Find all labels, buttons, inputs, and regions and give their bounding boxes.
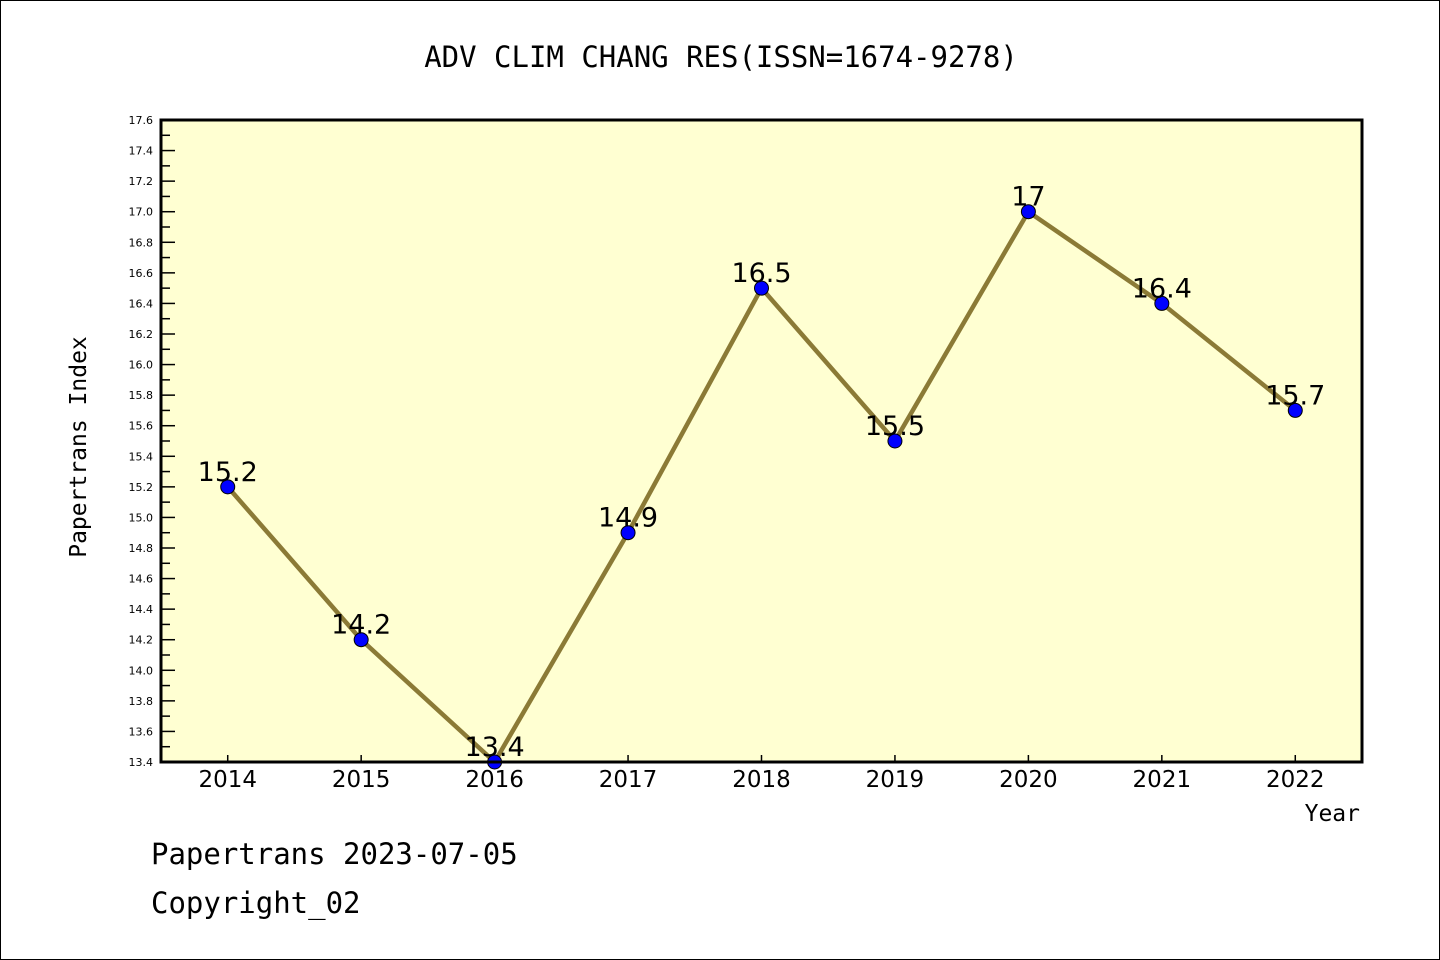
data-point — [1287, 402, 1303, 418]
data-point — [754, 280, 769, 296]
y-tick-label: 14.0 — [129, 664, 154, 677]
y-tick-label: 13.4 — [129, 756, 154, 769]
x-axis-label: Year — [1305, 801, 1360, 827]
x-tick-label: 2017 — [599, 767, 658, 793]
y-tick-label: 14.4 — [129, 603, 154, 616]
data-point — [1154, 295, 1170, 311]
y-tick-label: 13.6 — [129, 725, 154, 738]
plot-frame — [159, 118, 1364, 764]
y-tick-label: 15.0 — [129, 511, 154, 524]
y-tick-label: 17.6 — [129, 114, 154, 127]
data-label: 17 — [1011, 182, 1045, 213]
y-tick-label: 14.8 — [129, 542, 154, 555]
data-label: 13.4 — [465, 732, 525, 763]
plot-area — [161, 120, 1362, 762]
footer-date: Papertrans 2023-07-05 — [151, 837, 518, 871]
y-tick-label: 16.0 — [129, 359, 154, 372]
y-tick-label: 13.8 — [129, 695, 154, 708]
data-label: 15.5 — [865, 411, 925, 442]
data-point — [620, 525, 636, 541]
x-tick-label: 2016 — [465, 767, 524, 793]
y-tick-label: 15.2 — [129, 481, 154, 494]
x-tick-label: 2020 — [999, 767, 1058, 793]
data-point — [220, 479, 236, 495]
x-tick-label: 2019 — [866, 767, 925, 793]
y-tick-label: 15.4 — [129, 450, 154, 463]
chart-title: ADV CLIM CHANG RES(ISSN=1674-9278) — [424, 40, 1018, 74]
y-axis-label: Papertrans Index — [66, 336, 92, 558]
data-point — [353, 632, 369, 648]
y-tick-label: 14.2 — [129, 634, 154, 647]
y-tick-label: 16.6 — [129, 267, 154, 280]
data-label: 16.4 — [1132, 273, 1192, 304]
y-tick-label: 17.0 — [129, 206, 154, 219]
y-tick-label: 14.6 — [129, 573, 154, 586]
data-label: 16.5 — [731, 258, 791, 289]
data-label: 15.7 — [1265, 380, 1325, 411]
y-tick-label: 15.6 — [129, 420, 154, 433]
y-tick-label: 15.8 — [129, 389, 154, 402]
footer-copyright: Copyright_02 — [151, 886, 361, 920]
x-tick-label: 2015 — [332, 767, 391, 793]
x-tick-label: 2021 — [1133, 767, 1192, 793]
data-point — [887, 433, 903, 449]
data-label: 14.2 — [331, 610, 391, 641]
y-tick-label: 17.4 — [129, 145, 154, 158]
y-tick-label: 17.2 — [129, 175, 154, 188]
data-label: 14.9 — [598, 503, 658, 534]
y-tick-label: 16.4 — [129, 297, 154, 310]
x-tick-label: 2018 — [732, 767, 791, 793]
data-label: 15.2 — [198, 457, 258, 488]
y-tick-label: 16.8 — [129, 236, 154, 249]
y-tick-label: 16.2 — [129, 328, 154, 341]
data-point — [1020, 204, 1036, 220]
x-tick-label: 2014 — [198, 767, 257, 793]
x-tick-label: 2022 — [1266, 767, 1325, 793]
